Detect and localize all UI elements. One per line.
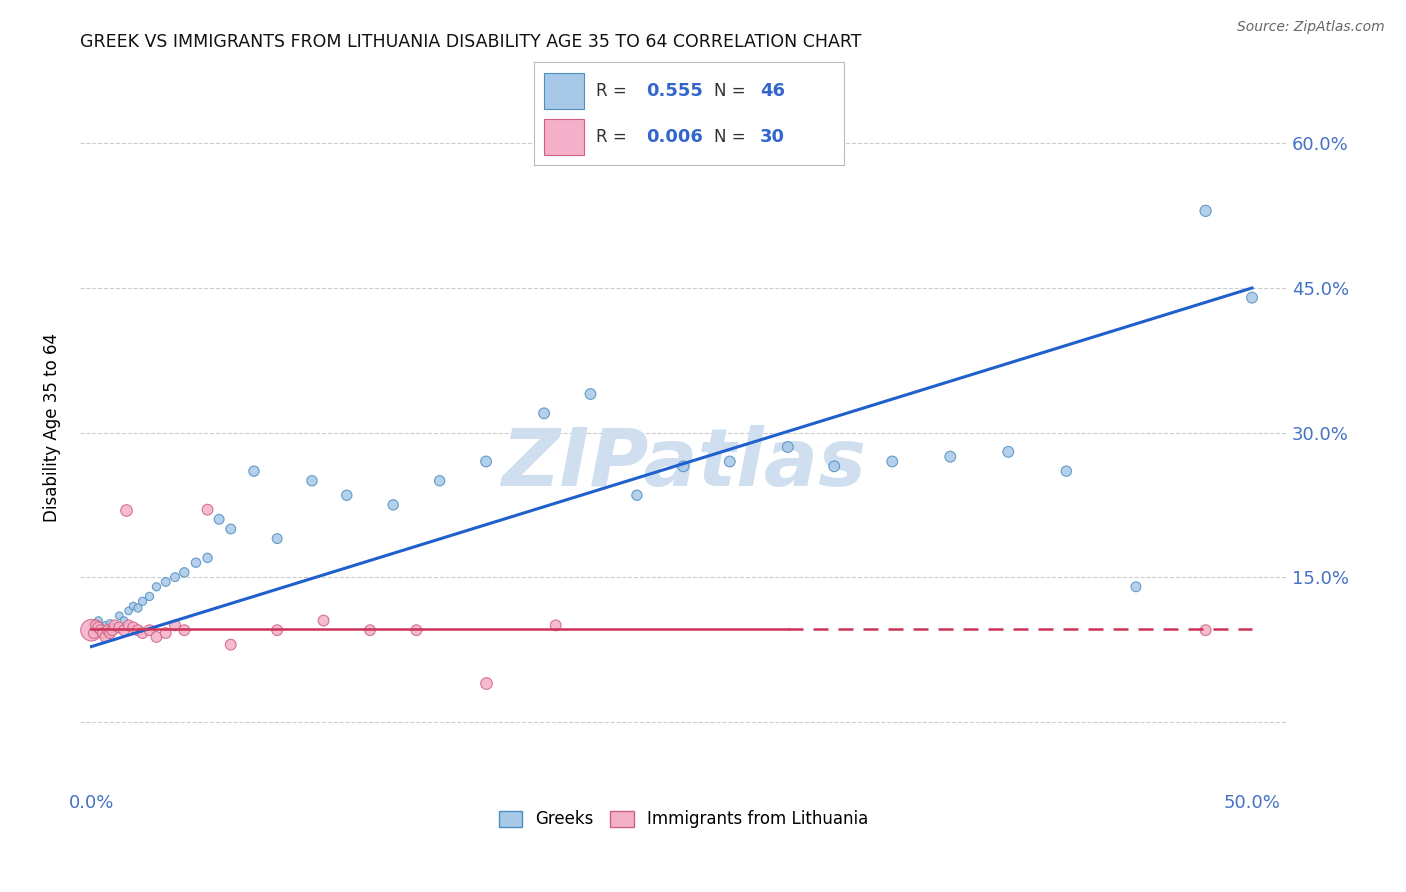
Point — [312, 614, 335, 628]
Point — [94, 630, 117, 644]
Point — [219, 522, 242, 536]
Point — [155, 574, 177, 589]
Point — [83, 626, 105, 640]
Point — [138, 623, 160, 637]
Text: N =: N = — [714, 82, 751, 100]
Point — [122, 599, 145, 613]
Point — [91, 626, 114, 640]
Text: 0.006: 0.006 — [645, 128, 703, 145]
Point — [108, 620, 131, 634]
Point — [98, 616, 121, 631]
Point — [197, 550, 219, 565]
Point — [122, 620, 145, 634]
Point — [145, 630, 167, 644]
Point — [1194, 623, 1216, 637]
Point — [184, 556, 207, 570]
Point — [87, 620, 110, 634]
Point — [336, 488, 359, 502]
Point — [131, 626, 153, 640]
Point — [155, 626, 177, 640]
Point — [91, 626, 114, 640]
Text: Source: ZipAtlas.com: Source: ZipAtlas.com — [1237, 20, 1385, 34]
Point — [84, 618, 107, 632]
Point — [626, 488, 648, 502]
Point — [145, 580, 167, 594]
Text: R =: R = — [596, 128, 633, 145]
Point — [579, 387, 602, 401]
Point — [112, 623, 135, 637]
Point — [208, 512, 231, 526]
Point — [1240, 291, 1263, 305]
Point — [83, 618, 105, 632]
Point — [173, 566, 195, 580]
Text: 30: 30 — [761, 128, 785, 145]
Bar — [544, 73, 583, 109]
Point — [1125, 580, 1147, 594]
Point — [544, 618, 567, 632]
Y-axis label: Disability Age 35 to 64: Disability Age 35 to 64 — [44, 334, 60, 522]
Point — [1054, 464, 1077, 478]
Point — [405, 623, 427, 637]
Point — [97, 623, 120, 637]
Point — [882, 454, 904, 468]
Point — [138, 590, 160, 604]
Point — [173, 623, 195, 637]
Point — [98, 626, 121, 640]
Point — [112, 614, 135, 628]
Point — [718, 454, 741, 468]
Point — [359, 623, 381, 637]
Text: N =: N = — [714, 128, 751, 145]
Text: 46: 46 — [761, 82, 785, 100]
Point — [90, 623, 112, 637]
Point — [997, 445, 1019, 459]
Point — [117, 618, 139, 632]
Point — [939, 450, 962, 464]
Point — [533, 406, 555, 420]
Point — [117, 604, 139, 618]
Point — [243, 464, 266, 478]
Point — [197, 502, 219, 516]
Point — [475, 676, 498, 690]
Point — [127, 601, 149, 615]
Point — [90, 620, 112, 634]
Point — [776, 440, 799, 454]
Point — [80, 623, 103, 637]
Point — [163, 618, 186, 632]
Point — [101, 623, 124, 637]
Point — [163, 570, 186, 584]
Legend: Greeks, Immigrants from Lithuania: Greeks, Immigrants from Lithuania — [492, 804, 875, 835]
Point — [475, 454, 498, 468]
Point — [108, 608, 131, 623]
Point — [127, 623, 149, 637]
Text: 0.555: 0.555 — [645, 82, 703, 100]
Point — [94, 618, 117, 632]
Point — [131, 594, 153, 608]
Point — [266, 532, 288, 546]
Point — [266, 623, 288, 637]
Bar — [544, 119, 583, 155]
Point — [429, 474, 451, 488]
Point — [219, 638, 242, 652]
Point — [101, 620, 124, 634]
Text: GREEK VS IMMIGRANTS FROM LITHUANIA DISABILITY AGE 35 TO 64 CORRELATION CHART: GREEK VS IMMIGRANTS FROM LITHUANIA DISAB… — [80, 33, 862, 51]
Point — [382, 498, 405, 512]
Point — [301, 474, 323, 488]
Point — [97, 623, 120, 637]
Point — [115, 502, 138, 516]
Point — [823, 459, 845, 474]
Point — [87, 614, 110, 628]
Point — [104, 618, 127, 632]
Point — [104, 623, 127, 637]
Text: ZIPatlas: ZIPatlas — [501, 425, 866, 503]
Point — [84, 623, 107, 637]
Point — [672, 459, 695, 474]
Text: R =: R = — [596, 82, 633, 100]
Point — [1194, 203, 1216, 218]
